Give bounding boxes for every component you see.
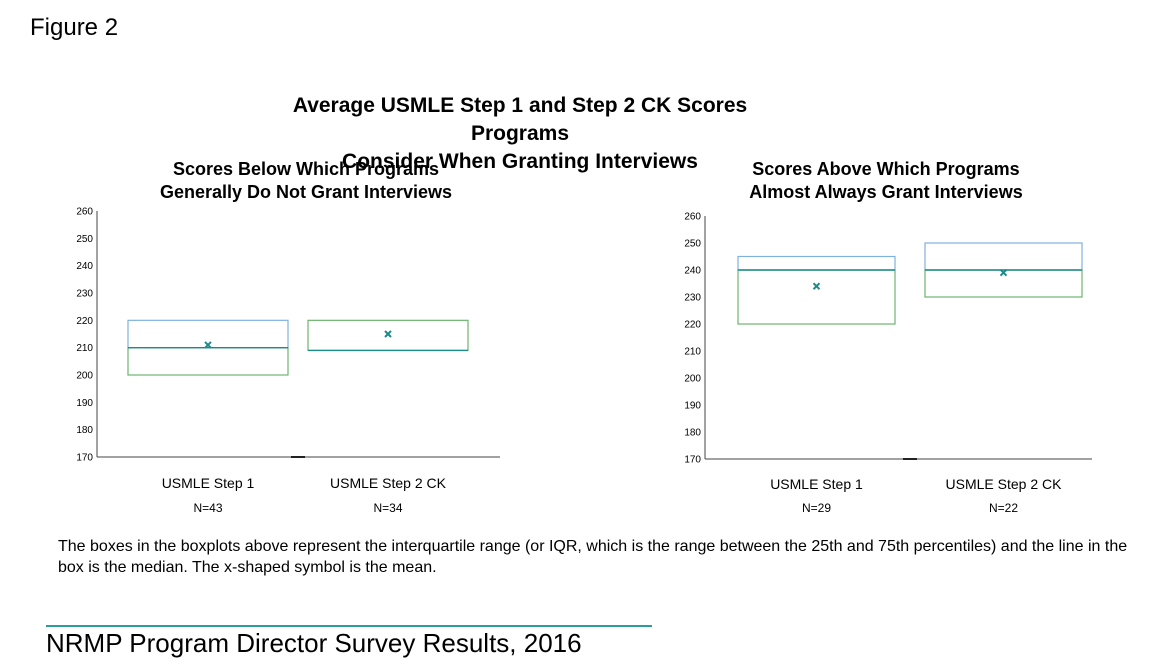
right-subtitle-line-2: Almost Always Grant Interviews <box>749 182 1023 202</box>
right-y-tick-label: 190 <box>684 401 701 412</box>
right-panel-subtitle: Scores Above Which Programs Almost Alway… <box>686 158 1086 204</box>
right-sample-size-label: N=22 <box>989 501 1018 515</box>
upper-quartile-box <box>924 242 1083 271</box>
right-category-label: USMLE Step 2 CK <box>946 476 1063 492</box>
right-y-tick-label: 230 <box>684 293 701 304</box>
footer-divider <box>46 625 652 627</box>
chart-caption: The boxes in the boxplots above represen… <box>58 538 1128 576</box>
left-y-tick-label: 190 <box>76 398 93 409</box>
right-sample-size-label: N=29 <box>802 501 831 515</box>
left-y-tick-label: 220 <box>76 316 93 327</box>
right-y-tick-label: 220 <box>684 320 701 331</box>
chart-title-line-1: Average USMLE Step 1 and Step 2 CK Score… <box>292 94 748 145</box>
left-subtitle-line-1: Scores Below Which Programs <box>172 159 440 179</box>
mean-marker <box>999 268 1008 277</box>
right-subtitle-line-1: Scores Above Which Programs <box>752 159 1020 179</box>
left-y-tick-label: 230 <box>76 289 93 300</box>
left-y-tick-label: 240 <box>76 261 93 272</box>
right-y-tick-label: 170 <box>684 455 701 466</box>
left-subtitle-line-2: Generally Do Not Grant Interviews <box>159 182 453 202</box>
upper-quartile-box <box>737 255 896 271</box>
mean-marker <box>812 282 821 290</box>
figure-label: Figure 2 <box>30 14 119 41</box>
left-y-tick-label: 200 <box>76 371 93 382</box>
lower-quartile-box <box>737 269 896 325</box>
left-y-tick-label: 180 <box>76 425 93 436</box>
left-y-tick-label: 170 <box>76 453 93 464</box>
left-y-tick-label: 210 <box>76 343 93 354</box>
right-category-label: USMLE Step 1 <box>770 476 863 492</box>
right-boxplot: 170 180 190 200 210 220 230 240 250 260 USMLE Step… <box>684 212 1092 515</box>
left-box-2 <box>307 319 469 352</box>
lower-quartile-box <box>127 347 289 376</box>
mean-marker-stroke <box>384 330 392 338</box>
mean-marker-stroke <box>204 341 212 349</box>
left-y-tick-label: 250 <box>76 234 93 245</box>
chart-title: Average USMLE Step 1 and Step 2 CK Score… <box>280 92 760 176</box>
right-y-tick-label: 210 <box>684 347 701 358</box>
left-y-tick-label: 260 <box>76 207 93 218</box>
right-y-tick-label: 180 <box>684 428 701 439</box>
chart-title-line-2: Consider When Granting Interviews <box>342 150 698 173</box>
right-box-2 <box>924 242 1083 298</box>
mean-marker-stroke <box>999 268 1008 277</box>
mean-marker <box>204 341 212 349</box>
right-box-1 <box>737 255 896 325</box>
left-panel-subtitle: Scores Below Which Programs Generally Do… <box>106 158 506 204</box>
right-y-tick-label: 240 <box>684 266 701 277</box>
right-y-tick-label: 250 <box>684 239 701 250</box>
mean-marker <box>384 330 392 338</box>
left-category-label: USMLE Step 2 CK <box>330 475 447 491</box>
right-y-tick-label: 260 <box>684 212 701 223</box>
left-box-1 <box>127 319 289 376</box>
left-category-label: USMLE Step 1 <box>162 475 255 491</box>
footer-title: NRMP Program Director Survey Results, 20… <box>46 628 582 658</box>
left-boxplot: 170 180 190 200 210 220 230 240 250 260 USMLE Step… <box>76 207 500 515</box>
left-sample-size-label: N=43 <box>193 501 222 515</box>
left-sample-size-label: N=34 <box>373 501 402 515</box>
right-y-tick-label: 200 <box>684 374 701 385</box>
mean-marker-stroke <box>812 282 821 290</box>
